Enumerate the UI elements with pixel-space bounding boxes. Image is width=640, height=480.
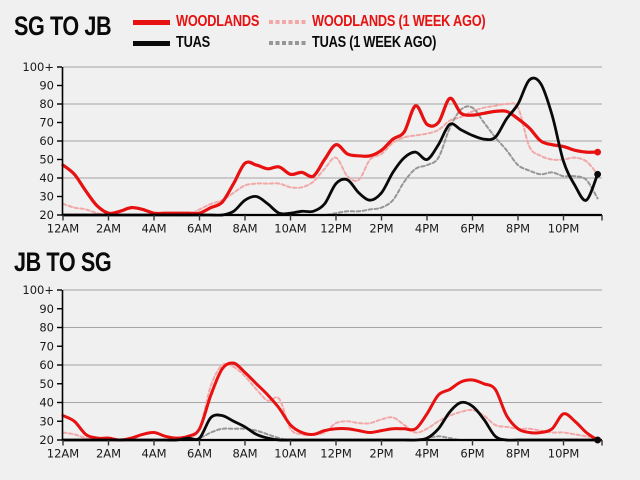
y-tick-label: 90 <box>39 302 54 316</box>
x-tick-label: 2PM <box>369 447 393 461</box>
x-tick-label: 2AM <box>96 447 121 461</box>
legend-item-woodlands-week-ago: WOODLANDS (1 WEEK AGO) <box>269 14 529 30</box>
x-tick-label: 8AM <box>232 222 257 236</box>
series-line-woodlands <box>61 96 600 216</box>
woodlands-week-ago-dashed-swatch <box>269 19 306 25</box>
series-group <box>61 76 600 217</box>
x-tick-label: 10PM <box>548 222 580 236</box>
series-line-woodlands <box>61 361 600 442</box>
latest-value-dot <box>594 148 602 156</box>
x-tick-label: 2PM <box>369 222 393 236</box>
sg-to-jb-title: SG TO JB <box>14 11 112 41</box>
x-tick-label: 4PM <box>415 222 439 236</box>
tuas-week-ago-dashed-swatch <box>269 40 306 46</box>
y-tick-label: 80 <box>39 97 54 111</box>
y-tick-label: 90 <box>39 79 54 93</box>
y-tick-label: 60 <box>39 358 54 372</box>
legend-label-tuas-week-ago: TUAS (1 WEEK AGO) <box>312 34 437 51</box>
x-tick-label: 4PM <box>415 447 439 461</box>
y-tick-label: 40 <box>39 396 54 410</box>
series-group <box>61 361 600 442</box>
x-tick-label: 12AM <box>47 447 79 461</box>
y-tick-label: 60 <box>39 134 54 148</box>
y-tick-label: 100+ <box>22 283 54 297</box>
x-tick-label: 6AM <box>187 222 212 236</box>
y-tick-label: 30 <box>39 414 54 428</box>
y-tick-label: 40 <box>39 171 54 185</box>
x-tick-label: 12PM <box>320 222 352 236</box>
tuas-line-swatch <box>133 40 170 46</box>
x-tick-label: 4AM <box>141 447 166 461</box>
x-tick-label: 10PM <box>548 447 580 461</box>
x-tick-label: 6PM <box>460 222 484 236</box>
x-tick-label: 12PM <box>320 447 352 461</box>
x-tick-label: 4AM <box>141 222 166 236</box>
x-tick-label: 12AM <box>47 222 79 236</box>
y-tick-label: 30 <box>39 190 54 204</box>
x-tick-label: 8PM <box>506 222 530 236</box>
x-tick-label: 10AM <box>274 447 306 461</box>
jb-to-sg-title: JB TO SG <box>14 247 112 277</box>
x-tick-label: 8AM <box>232 447 257 461</box>
y-tick-label: 20 <box>39 208 54 222</box>
y-tick-label: 70 <box>39 116 54 130</box>
y-tick-label: 80 <box>39 321 54 335</box>
y-tick-label: 70 <box>39 339 54 353</box>
legend-item-tuas: TUAS <box>133 35 218 51</box>
series-line-tuas <box>61 76 599 217</box>
x-tick-label: 6PM <box>460 447 484 461</box>
latest-value-dot <box>594 436 602 444</box>
legend-label-woodlands-week-ago: WOODLANDS (1 WEEK AGO) <box>312 13 486 30</box>
legend-item-woodlands: WOODLANDS <box>133 14 280 30</box>
x-tick-label: 10AM <box>274 222 306 236</box>
x-tick-label: 6AM <box>187 447 212 461</box>
y-tick-label: 20 <box>39 433 54 447</box>
y-tick-label: 50 <box>39 153 54 167</box>
x-tick-label: 2AM <box>96 222 121 236</box>
y-tick-label: 100+ <box>22 60 54 74</box>
legend-label-tuas: TUAS <box>176 34 210 51</box>
latest-value-dot <box>594 170 602 178</box>
y-tick-label: 50 <box>39 377 54 391</box>
woodlands-line-swatch <box>133 19 170 25</box>
legend-item-tuas-week-ago: TUAS (1 WEEK AGO) <box>269 35 467 51</box>
legend-label-woodlands: WOODLANDS <box>176 13 260 30</box>
x-tick-label: 8PM <box>506 447 530 461</box>
